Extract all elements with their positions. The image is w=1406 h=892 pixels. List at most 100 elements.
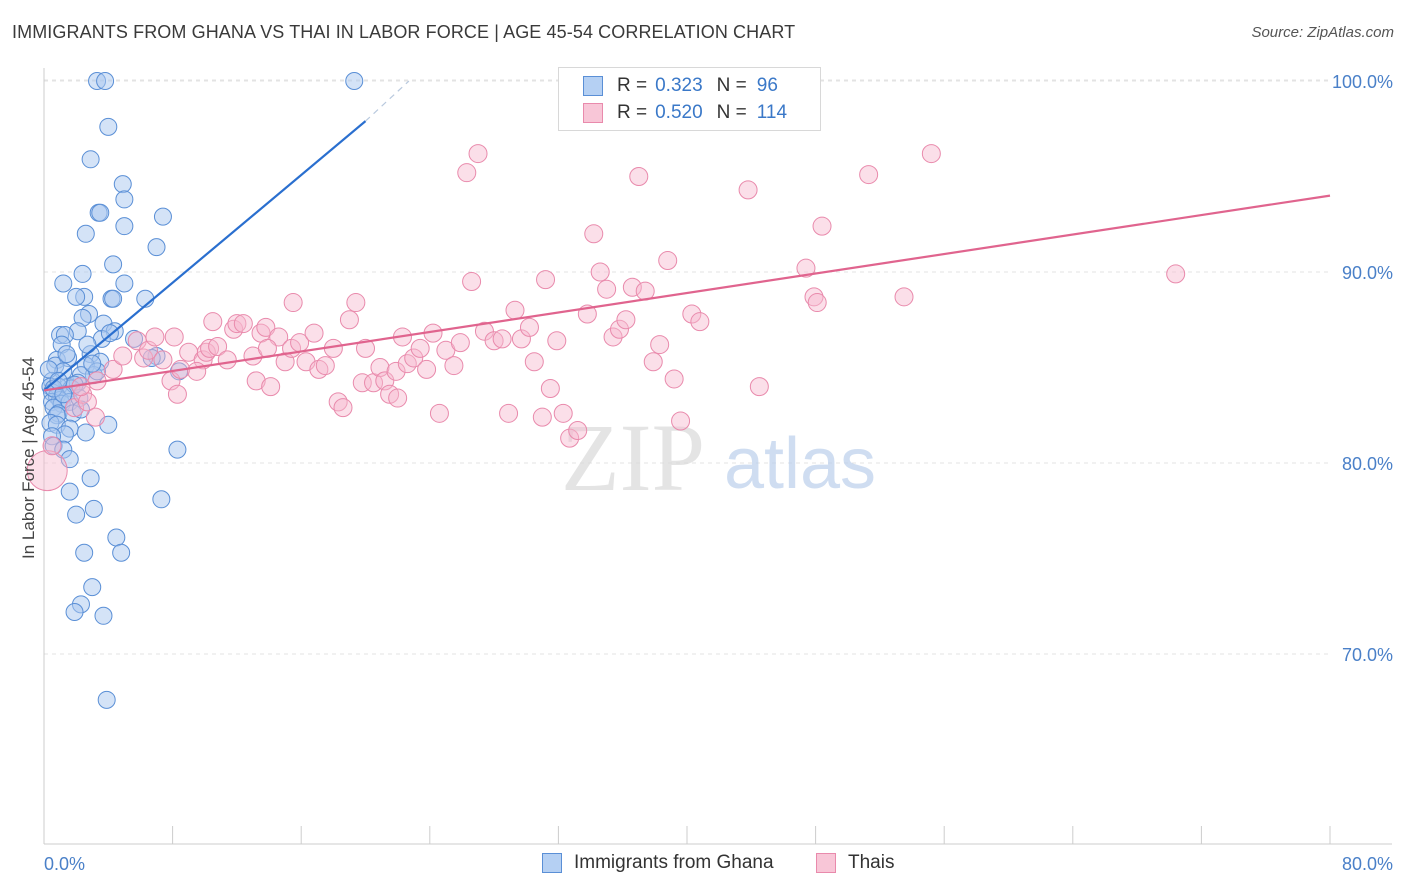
y-tick-label-100: 100.0%: [1332, 72, 1393, 92]
ghana-point: [83, 354, 102, 373]
thai-point: [164, 327, 184, 347]
thai-point: [196, 342, 216, 362]
ghana-point: [153, 207, 172, 226]
bottom-swatch-ghana: [542, 853, 562, 873]
ghana-point: [125, 329, 144, 348]
thai-point: [812, 216, 832, 236]
thai-point: [352, 373, 372, 393]
thai-point: [145, 327, 165, 347]
thai-point: [590, 262, 610, 282]
ghana-point: [104, 255, 123, 274]
ghana-point: [115, 190, 134, 209]
thai-point: [417, 359, 437, 379]
thai-point: [532, 407, 552, 427]
ghana-point: [113, 175, 132, 194]
thai-point: [519, 317, 539, 337]
grid-lines: [44, 79, 1330, 655]
ghana-point: [73, 264, 92, 283]
y-tick-label-80: 80.0%: [1342, 454, 1393, 474]
thai-point: [894, 287, 914, 307]
thai-point: [85, 407, 105, 427]
ghana-point: [112, 543, 131, 562]
y-tick-label-90: 90.0%: [1342, 263, 1393, 283]
thai-point: [1166, 264, 1186, 284]
legend-n-label: N =: [716, 102, 747, 123]
thai-point: [616, 310, 636, 330]
thai-point: [283, 293, 303, 313]
ghana-point: [39, 360, 58, 379]
thai-point: [603, 327, 623, 347]
thai-point: [568, 421, 588, 441]
thai-point: [217, 350, 237, 370]
thai-point: [505, 300, 525, 320]
thai-point: [540, 379, 560, 399]
legend-r-label: R =: [617, 102, 648, 123]
ghana-point: [78, 335, 97, 354]
thai-point: [584, 224, 604, 244]
thai-point: [346, 293, 366, 313]
thai-point: [304, 323, 324, 343]
legend-n-value: 114: [756, 102, 788, 123]
thai-point: [492, 329, 512, 349]
series-ghana-points: [39, 72, 364, 709]
thai-point: [224, 319, 244, 339]
ghana-point: [104, 289, 123, 308]
ghana-point: [76, 224, 95, 243]
thai-point: [113, 346, 133, 366]
thai-point: [650, 335, 670, 355]
thai-point: [796, 258, 816, 278]
ghana-point: [168, 440, 187, 459]
legend-swatch-ghana: [583, 76, 603, 96]
thai-point: [167, 384, 187, 404]
thai-point: [256, 317, 276, 337]
thai-point: [444, 356, 464, 376]
legend-n-value: 96: [756, 75, 778, 96]
thai-point: [450, 333, 470, 353]
legend-swatch-thai: [583, 103, 603, 123]
thai-point: [859, 165, 879, 185]
thai-point: [261, 377, 281, 397]
thai-point: [193, 350, 213, 370]
series-thai-points: [26, 67, 1186, 492]
legend-r-value: 0.520: [655, 102, 703, 123]
ghana-point: [65, 602, 84, 621]
thai-point: [468, 144, 488, 164]
thai-point: [671, 411, 691, 431]
watermark: ZIP atlas: [561, 404, 876, 511]
thai-point: [333, 398, 353, 418]
thai-point: [682, 304, 702, 324]
legend-n-label: N =: [716, 75, 747, 96]
trend-lines: [43, 80, 1331, 392]
thai-point: [597, 279, 617, 299]
thai-point: [429, 403, 449, 423]
stats-legend: R = 0.323 N = 96 R = 0.520 N = 114: [558, 67, 821, 131]
thai-point: [553, 403, 573, 423]
thai-point: [315, 356, 335, 376]
thai-point: [203, 312, 223, 332]
thai-point: [524, 352, 544, 372]
bottom-legend-ghana-label: Immigrants from Ghana: [574, 852, 774, 873]
thai-point: [457, 163, 477, 183]
x-tick-label-min: 0.0%: [44, 854, 85, 874]
chart-title: IMMIGRANTS FROM GHANA VS THAI IN LABOR F…: [12, 22, 796, 42]
thai-point: [404, 348, 424, 368]
ghana-point: [96, 72, 115, 90]
tick-labels: 70.0% 80.0% 90.0% 100.0% 0.0% 80.0%: [44, 72, 1393, 874]
ghana-point: [115, 274, 134, 293]
ghana-point: [94, 606, 113, 625]
ghana-point: [60, 482, 79, 501]
ghana-point: [97, 690, 116, 709]
bottom-legend-thai-label: Thais: [848, 852, 895, 873]
thai-point: [200, 338, 220, 358]
thai-point: [26, 450, 68, 492]
source-label: Source: ZipAtlas.com: [1251, 24, 1394, 41]
ghana-point: [75, 543, 94, 562]
ghana-point: [84, 499, 103, 518]
thai-point: [386, 361, 406, 381]
ghana-point: [147, 238, 166, 257]
bottom-legend-ghana: Immigrants from Ghana: [542, 852, 774, 874]
thai-point: [629, 167, 649, 186]
ghana-point: [49, 371, 68, 390]
legend-r-value: 0.323: [655, 75, 703, 96]
thai-point: [536, 270, 556, 290]
